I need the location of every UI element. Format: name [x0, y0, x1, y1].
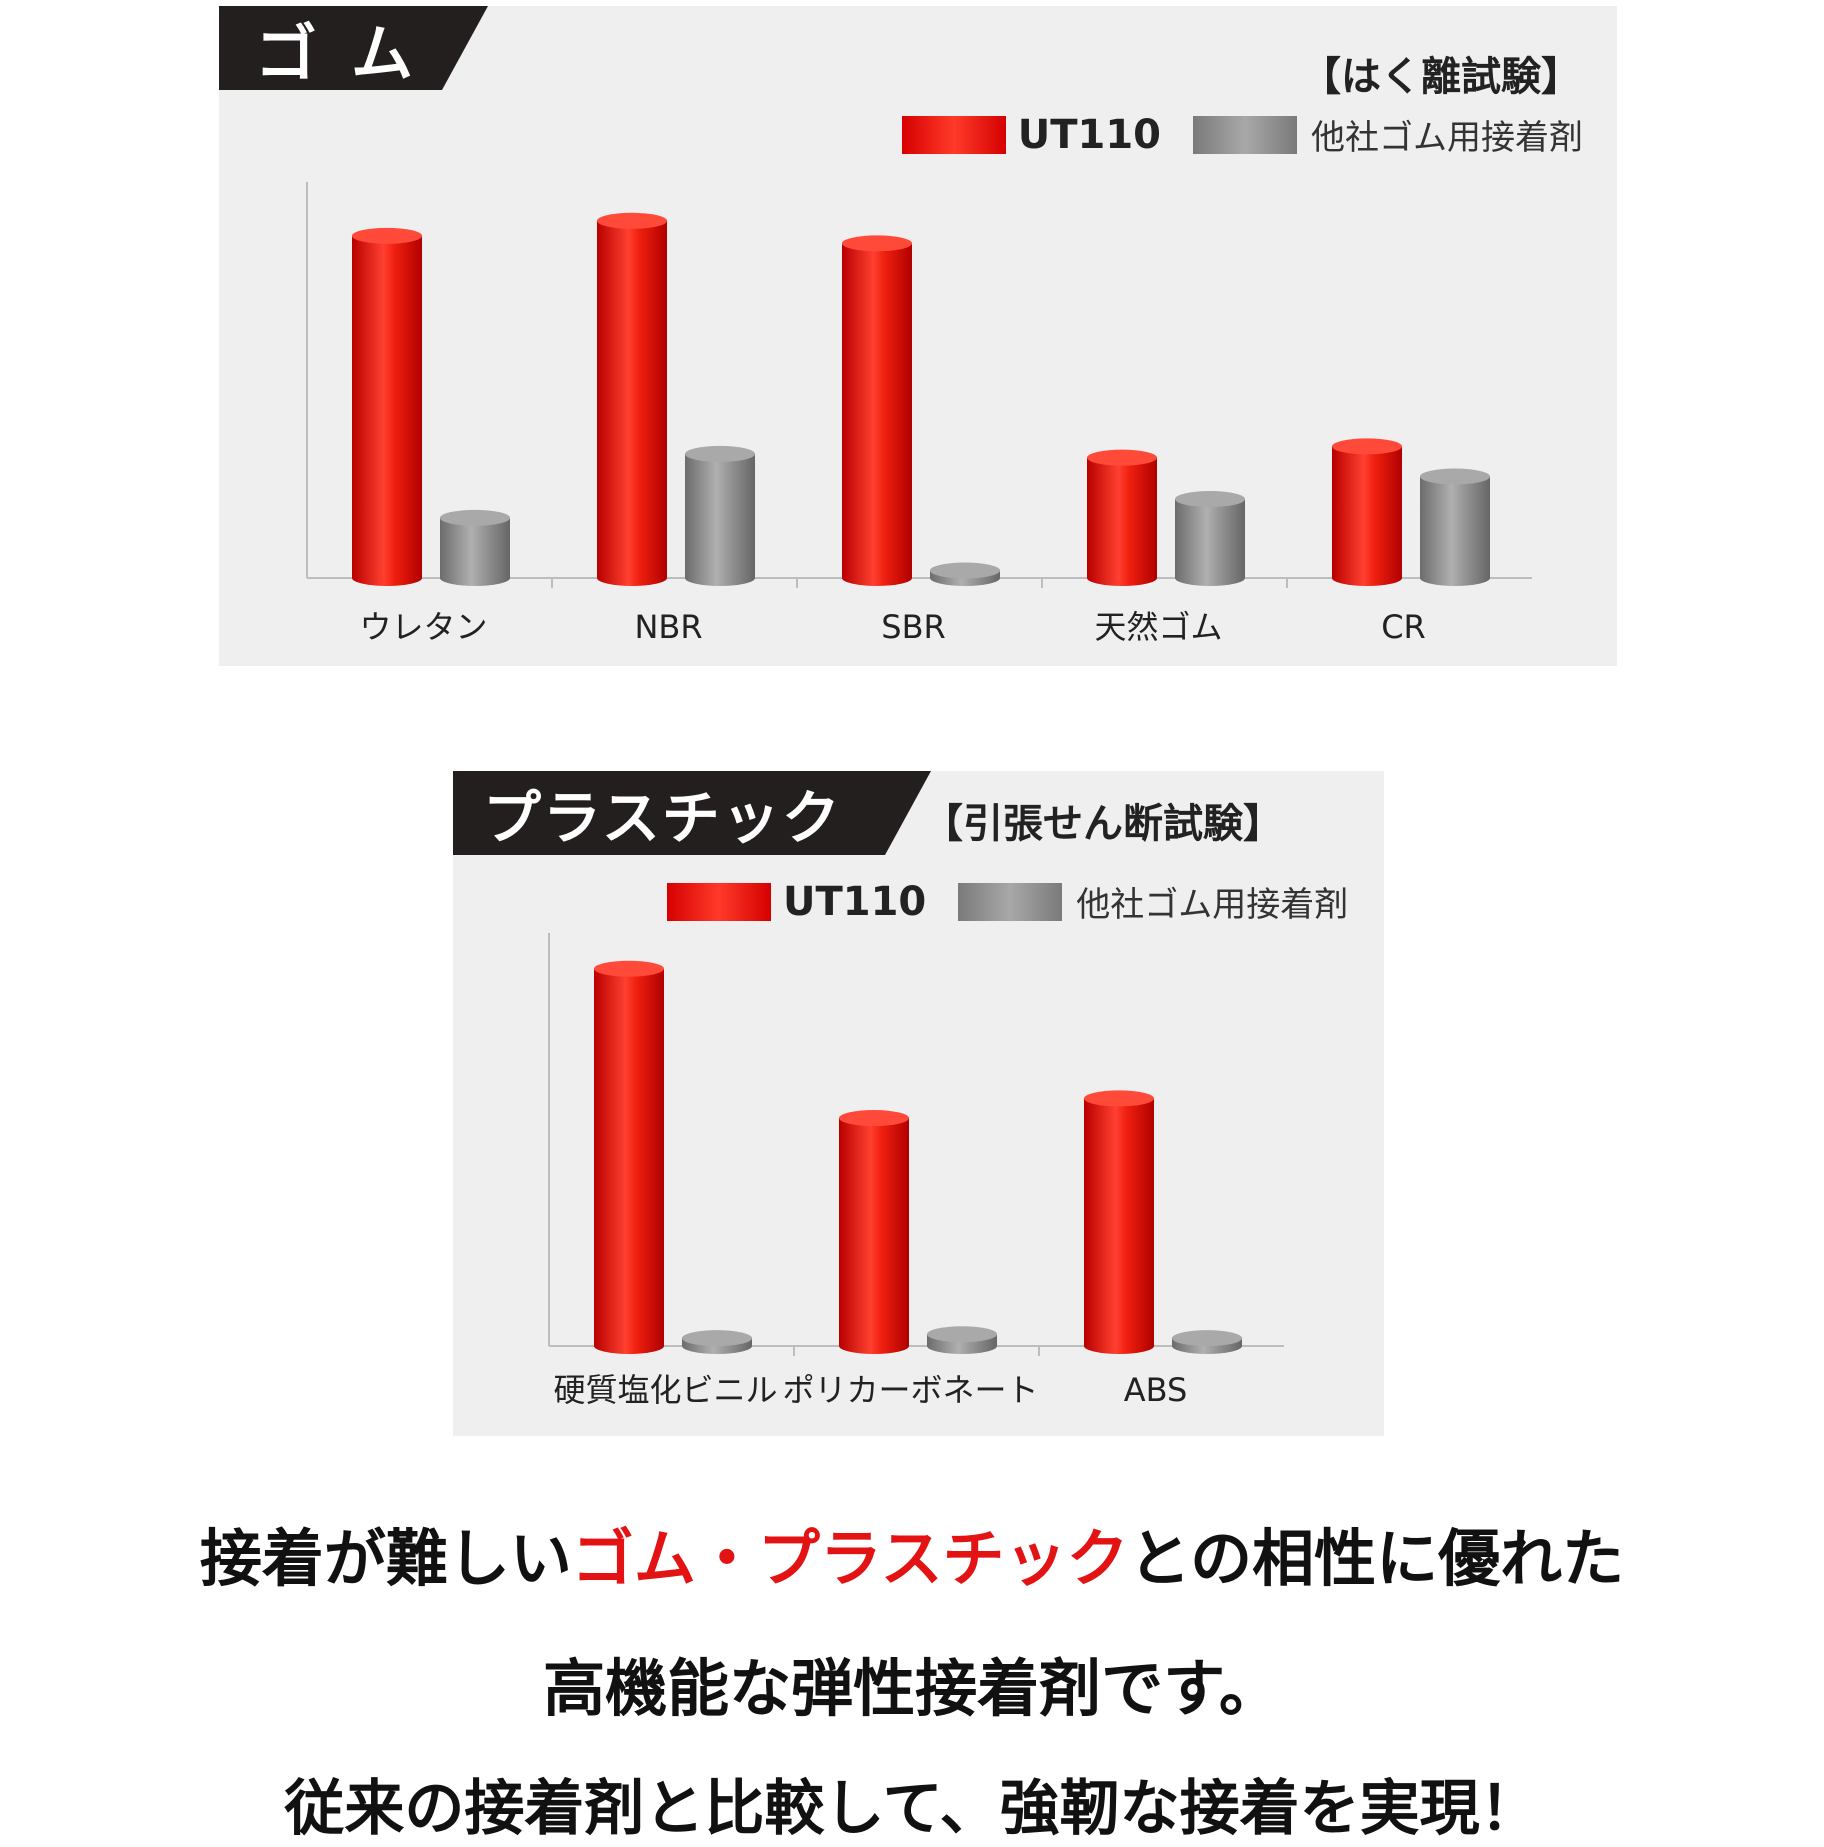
caption-line-1: 接着が難しいゴム・プラスチックとの相性に優れた	[0, 1508, 1824, 1598]
legend-swatch-other	[1193, 115, 1297, 154]
legend-swatch-ut110	[667, 882, 771, 921]
legend-label-ut110: UT110	[783, 878, 927, 925]
bar-ut110	[1087, 449, 1157, 586]
bar-ut110	[839, 1110, 909, 1354]
bar-other	[1420, 468, 1490, 586]
caption-line-2: 高機能な弾性接着剤です。	[543, 1652, 1281, 1725]
bar-other	[927, 1326, 997, 1354]
bar-ut110	[594, 960, 664, 1354]
bar-other	[682, 1330, 752, 1354]
caption-text: との相性に優れた	[1128, 1522, 1625, 1595]
rubber-test-name: 【はく離試験】	[1301, 54, 1581, 100]
plastic-test-name: 【引張せん断試験】	[923, 801, 1283, 847]
bar-other	[930, 562, 1000, 586]
caption-line-3: 従来の接着剤と比較して、強靭な接着を実現！	[284, 1774, 1540, 1844]
plastic-section-tag: プラスチック	[453, 771, 931, 855]
rubber-bar-chart: ウレタン NBR SBR 天然ゴム CR	[306, 182, 1532, 646]
x-tick-label: ABS	[1124, 1371, 1188, 1409]
plastic-bar-chart: 硬質塩化ビニル ポリカーボネート ABS	[548, 933, 1284, 1409]
plastic-legend: UT110 他社ゴム用接着剤	[667, 877, 1348, 926]
x-tick-label: 天然ゴム	[1094, 608, 1222, 646]
rubber-legend: UT110 他社ゴム用接着剤	[901, 110, 1583, 159]
rubber-section-tag: ゴム	[219, 6, 488, 90]
bar-ut110	[842, 235, 912, 587]
bar-ut110	[1332, 438, 1402, 586]
bar-other	[1172, 1330, 1242, 1354]
caption-text: 接着が難しい	[199, 1522, 572, 1595]
bar-ut110	[597, 212, 667, 587]
bar-other	[1175, 491, 1245, 586]
legend-swatch-other	[958, 882, 1063, 921]
bar-ut110	[1084, 1090, 1154, 1354]
x-tick-label: ウレタン	[359, 608, 487, 646]
x-tick-label: NBR	[634, 608, 702, 646]
legend-label-ut110: UT110	[1017, 111, 1161, 158]
bar-ut110	[352, 227, 422, 586]
plastic-chart-panel: プラスチック 【引張せん断試験】 UT110 他社ゴム用接着剤 硬質塩化ビニルポ…	[453, 771, 1384, 1436]
x-tick-label: 硬質塩化ビニル	[553, 1371, 777, 1409]
x-tick-label: ポリカーボネート	[782, 1371, 1038, 1409]
legend-label-other: 他社ゴム用接着剤	[1311, 118, 1583, 158]
legend-swatch-ut110	[901, 115, 1006, 154]
x-tick-label: CR	[1381, 608, 1426, 646]
x-tick-label: SBR	[881, 608, 946, 646]
legend-label-other: 他社ゴム用接着剤	[1076, 885, 1349, 925]
rubber-chart-panel: ゴム 【はく離試験】 UT110 他社ゴム用接着剤 ウレタン NBR SBR 天然ゴム…	[219, 6, 1617, 666]
caption-highlight: ゴム・プラスチック	[571, 1522, 1129, 1595]
bar-other	[440, 509, 510, 586]
bar-other	[685, 445, 755, 586]
